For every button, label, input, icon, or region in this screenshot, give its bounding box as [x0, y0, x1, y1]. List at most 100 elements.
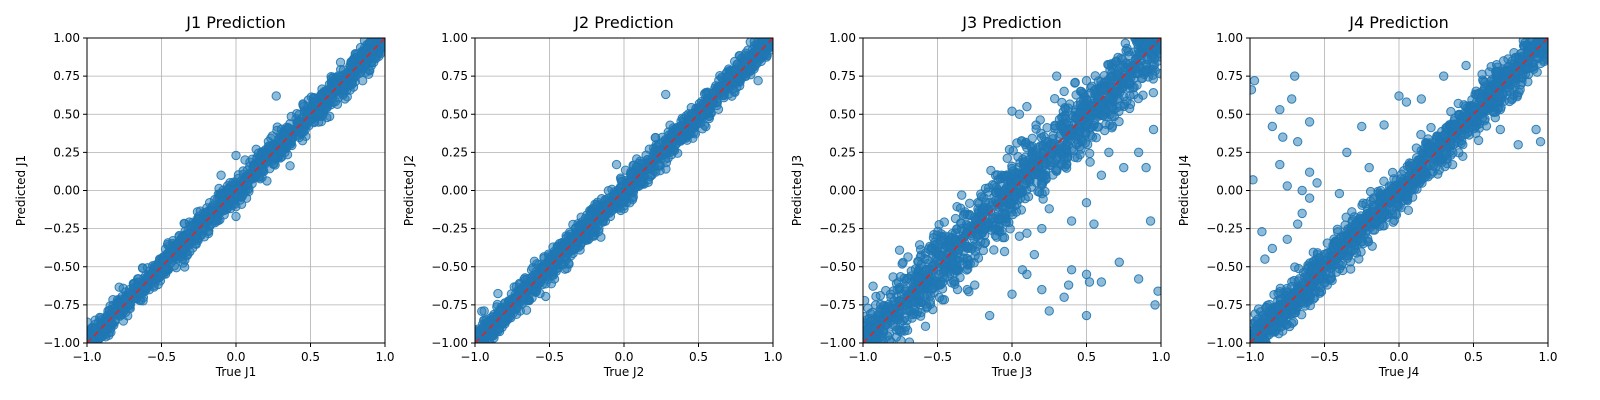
data-point: [615, 173, 626, 183]
data-point: [724, 89, 734, 99]
data-point: [1111, 56, 1121, 66]
x-tick-label: 1.0: [763, 350, 782, 364]
data-point: [927, 261, 937, 272]
data-point: [636, 177, 646, 187]
data-point: [1143, 54, 1153, 64]
data-point: [669, 145, 680, 156]
data-point: [249, 161, 259, 172]
data-point: [114, 282, 124, 292]
data-point-outlier: [1084, 277, 1095, 287]
y-tick-label: −0.75: [43, 298, 80, 312]
data-point: [1426, 122, 1436, 133]
data-point: [657, 132, 667, 143]
data-point: [475, 329, 482, 339]
data-point: [1009, 191, 1019, 202]
y-tick-label: −0.75: [431, 298, 468, 312]
data-point: [1090, 101, 1101, 111]
data-point-outlier: [1014, 231, 1025, 241]
data-point: [253, 148, 264, 158]
x-tick-label: −1.0: [848, 350, 877, 364]
data-point: [514, 278, 525, 289]
data-point: [910, 264, 921, 274]
data-point: [585, 218, 595, 229]
data-point: [332, 80, 342, 91]
data-point: [497, 319, 508, 329]
data-point: [939, 217, 949, 227]
y-tick-label: −1.00: [431, 336, 468, 350]
data-point-outlier: [1081, 76, 1092, 86]
data-point: [950, 279, 960, 289]
data-point: [934, 249, 944, 260]
data-point: [920, 321, 931, 332]
x-axis-label: True J2: [603, 365, 644, 379]
data-point-outlier: [1063, 280, 1074, 290]
data-point: [989, 245, 999, 255]
data-point-outlier: [1044, 306, 1054, 316]
data-point: [1077, 136, 1088, 147]
data-point: [991, 188, 1002, 198]
data-point: [569, 244, 580, 254]
data-point: [1019, 157, 1029, 168]
data-point: [1046, 157, 1056, 168]
data-point: [541, 279, 551, 289]
data-point: [714, 81, 725, 91]
data-point-outlier: [1022, 101, 1032, 112]
data-point: [124, 300, 135, 310]
data-point: [231, 202, 241, 212]
data-point: [298, 127, 309, 137]
data-point-outlier: [1133, 147, 1144, 158]
data-point: [625, 169, 636, 179]
data-point: [1090, 71, 1100, 81]
x-tick-label: −0.5: [147, 350, 176, 364]
x-tick-label: −1.0: [72, 350, 101, 364]
data-point-outlier: [1052, 71, 1062, 81]
data-point: [1109, 111, 1120, 122]
data-point: [678, 134, 688, 144]
data-point-outlier: [231, 150, 241, 161]
data-point: [894, 245, 905, 255]
scatter-points: [863, 38, 1161, 343]
data-point: [1058, 112, 1068, 122]
data-point: [322, 112, 332, 123]
data-point: [203, 226, 213, 237]
y-tick-label: −1.00: [43, 336, 80, 350]
data-point: [553, 254, 563, 265]
data-point: [619, 191, 629, 201]
data-point-outlier: [231, 211, 241, 222]
y-tick-label: 0.50: [829, 107, 856, 121]
data-point: [907, 313, 917, 323]
data-point: [1061, 144, 1072, 155]
data-point: [1005, 224, 1015, 234]
x-tick-label: −0.5: [923, 350, 952, 364]
x-tick-label: −1.0: [460, 350, 489, 364]
data-point-outlier: [1114, 257, 1124, 267]
data-point: [243, 180, 253, 190]
data-point-outlier: [1044, 204, 1054, 214]
data-point: [875, 299, 886, 310]
y-tick-label: 0.00: [829, 184, 856, 198]
data-point: [479, 306, 489, 316]
data-point-outlier: [1133, 274, 1144, 284]
data-point: [1084, 148, 1095, 159]
data-point: [904, 337, 915, 343]
reference-line: [474, 37, 774, 344]
data-point: [593, 226, 604, 237]
data-point: [914, 273, 924, 283]
data-point: [283, 123, 294, 134]
chart-panel-1: −1.0 −0.5 0.0 0.5 1.0−1.00−0.75−0.50−0.250.0…: [14, 13, 395, 379]
y-tick-label: −0.50: [431, 260, 468, 274]
data-point-outlier: [1150, 300, 1160, 310]
data-point: [1148, 87, 1159, 98]
data-point: [1115, 87, 1125, 97]
data-point: [984, 183, 994, 193]
data-point: [548, 242, 558, 252]
data-point: [87, 335, 98, 343]
data-point: [868, 281, 878, 291]
data-point: [95, 312, 105, 323]
data-point: [865, 308, 876, 319]
data-point-outlier: [611, 159, 622, 170]
y-tick-label: −0.25: [43, 222, 80, 236]
data-point-outlier: [357, 76, 368, 86]
data-point-outlier: [984, 310, 995, 321]
data-point-outlier: [970, 280, 980, 290]
